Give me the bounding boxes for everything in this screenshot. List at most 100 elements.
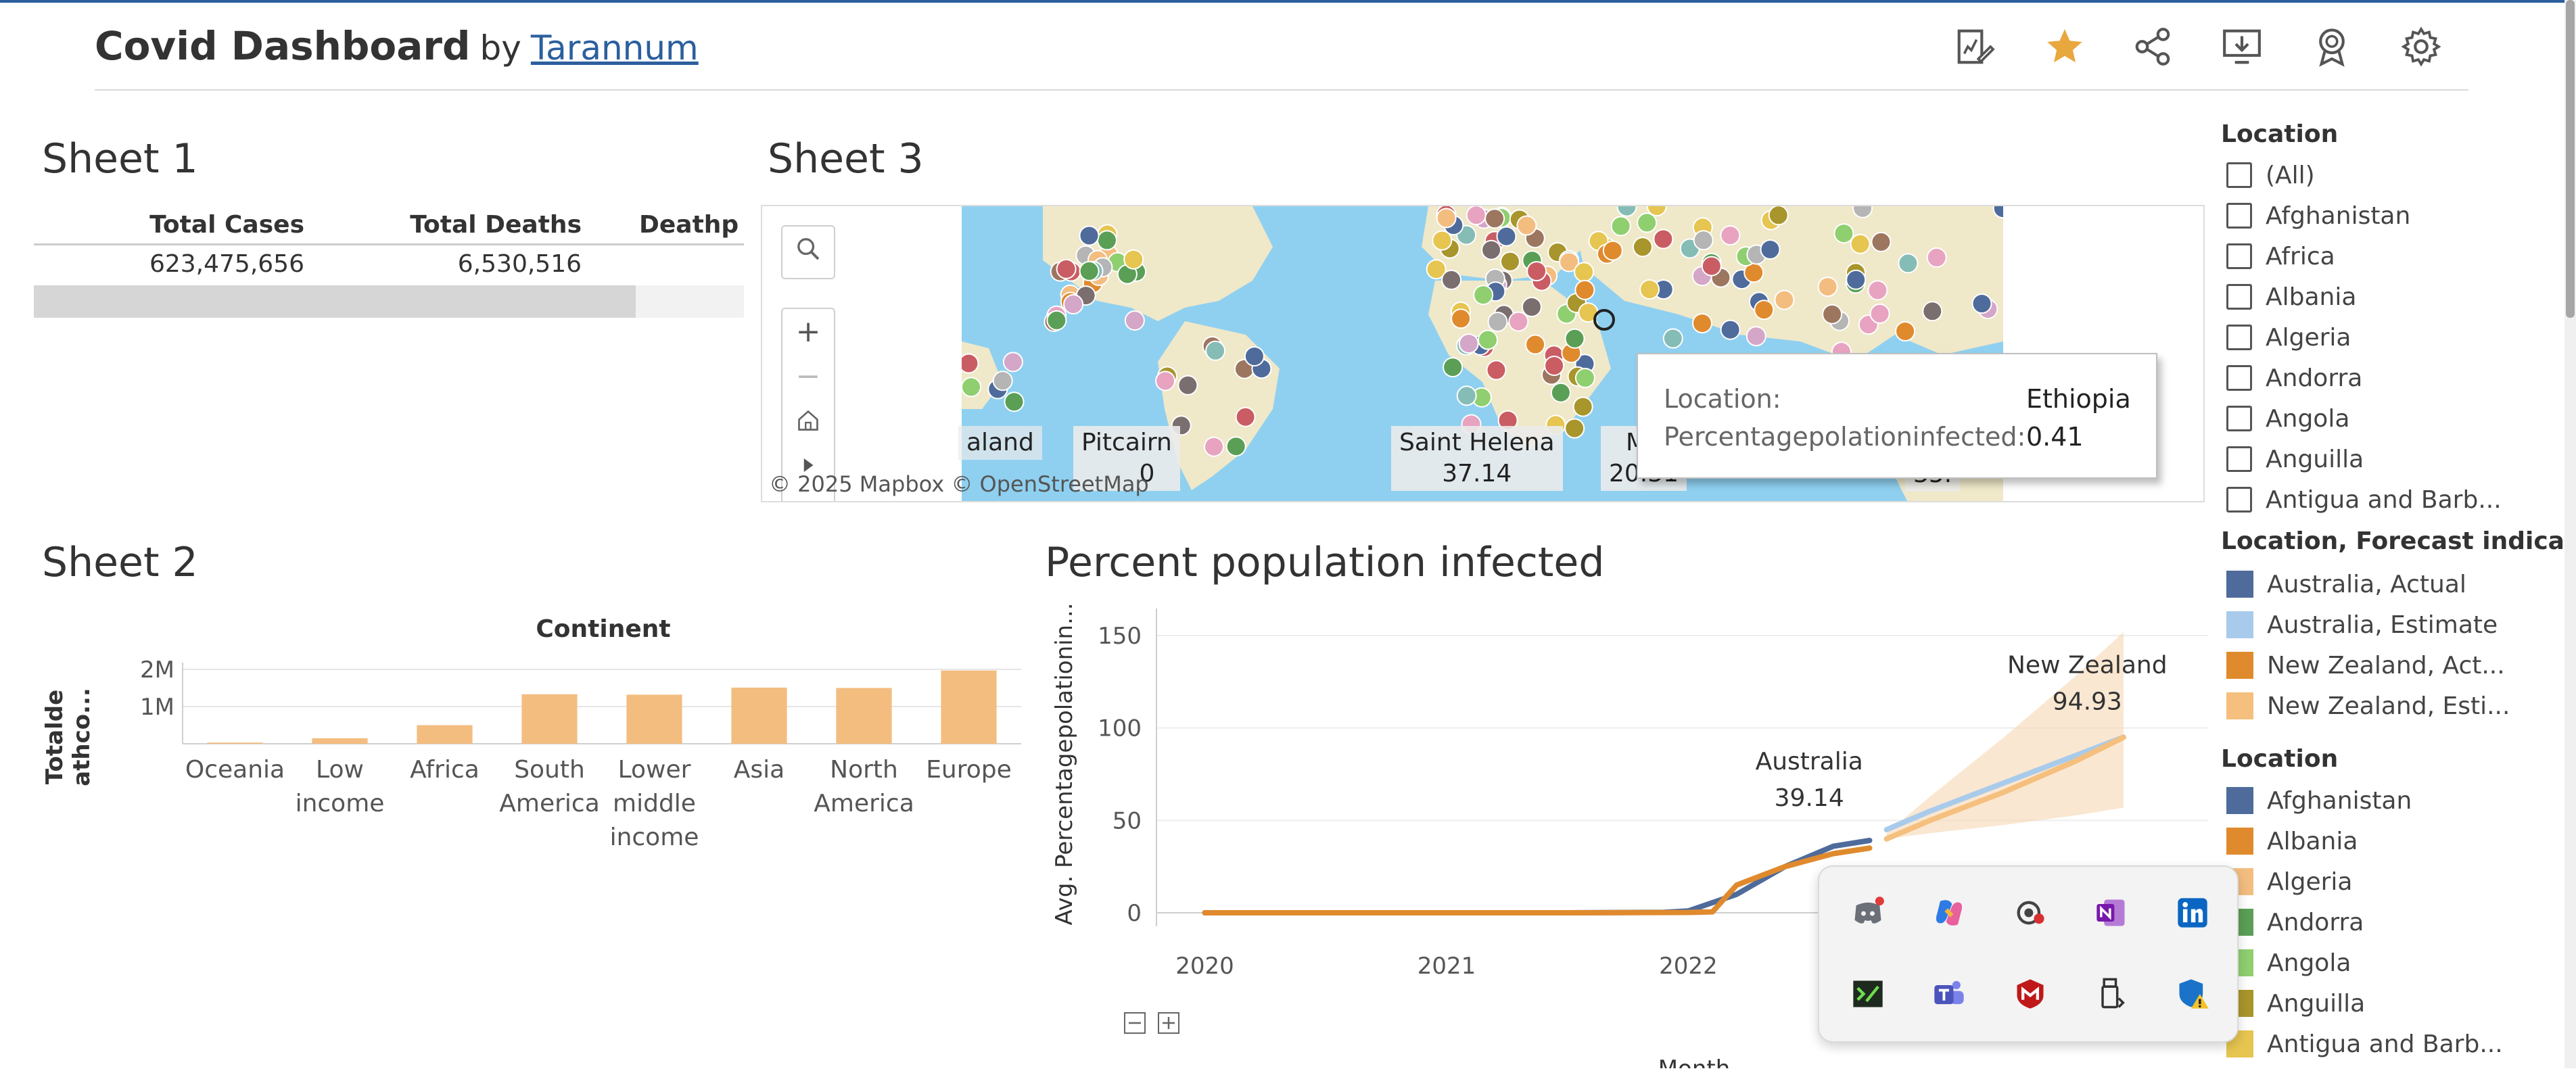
location-legend-item-angola[interactable]: Angola [2226,943,2351,982]
map-dot[interactable] [1225,436,1246,457]
col-deathp[interactable]: Deathp [639,211,739,239]
map-dot[interactable] [1484,208,1505,229]
map-dot[interactable] [1653,229,1674,249]
app-dot-icon[interactable] [2009,891,2052,934]
zoom-out-icon[interactable]: − [795,358,821,394]
map-dot[interactable] [1867,280,1888,301]
map-dot[interactable] [1443,357,1463,378]
settings-icon[interactable] [2397,23,2445,70]
terminal-icon[interactable] [1846,972,1890,1016]
checkbox[interactable] [2226,162,2252,188]
location-legend-item-algeria[interactable]: Algeria [2226,862,2353,901]
map-dot[interactable] [1574,279,1595,300]
line-series-new-zealand-actual[interactable] [1202,845,1873,915]
pan-arrow-icon[interactable] [782,443,834,487]
map-dot[interactable] [962,377,981,398]
map-dot[interactable] [1646,206,1667,216]
map-dot[interactable] [962,353,979,374]
map-dot[interactable] [1852,206,1873,218]
col-total-deaths[interactable]: Total Deaths [410,211,582,239]
home-icon[interactable] [782,398,834,443]
map-dot[interactable] [1436,208,1457,229]
map-dot[interactable] [1693,230,1714,251]
copilot-icon[interactable] [1927,891,1971,934]
map-dot[interactable] [1244,346,1265,366]
line-series-australia-actual[interactable] [1202,838,1873,915]
page-scrollbar-thumb[interactable] [2566,0,2575,318]
map-dot[interactable] [1155,371,1176,391]
checkbox[interactable] [2226,446,2252,472]
location-filter-item-andorra[interactable]: Andorra [2226,358,2362,398]
map-dot[interactable] [1574,262,1595,283]
map-dot[interactable] [1496,226,1517,247]
map-dot[interactable] [1632,237,1653,258]
map-dot[interactable] [1124,310,1145,331]
map-dot[interactable] [1004,391,1025,412]
line-series-new-zealand-estimate[interactable] [1883,734,2126,842]
location-legend-item-albania[interactable]: Albania [2226,822,2358,861]
map-dot[interactable] [1564,418,1585,439]
map-dot[interactable] [1692,313,1712,334]
onenote-icon[interactable] [2090,891,2133,934]
teams-icon[interactable] [1927,972,1971,1016]
forecast-legend-item-new-zealand-act[interactable]: New Zealand, Act... [2226,646,2505,685]
map-dot[interactable] [1992,206,2003,219]
map-dot[interactable] [1458,333,1479,354]
edit-sheet-icon[interactable] [1951,23,1998,70]
map-dot[interactable] [1850,233,1871,254]
map-dot[interactable] [1426,259,1447,280]
forecast-legend-item-new-zealand-esti[interactable]: New Zealand, Esti... [2226,686,2510,725]
map-dot[interactable] [1123,249,1144,270]
map-dot[interactable] [1833,223,1854,244]
map-dot[interactable] [1235,406,1256,427]
bar-lower-middle-income[interactable] [626,694,682,744]
map-dot[interactable] [1559,252,1580,272]
forecast-legend-item-australia-estimate[interactable]: Australia, Estimate [2226,605,2498,644]
map-dot[interactable] [1516,215,1537,236]
share-icon[interactable] [2129,23,2176,70]
map-dot[interactable] [1564,328,1585,349]
bar-oceania[interactable] [207,742,263,744]
location-legend-item-afghanistan[interactable]: Afghanistan [2226,781,2412,820]
map-dot[interactable] [1177,375,1198,396]
location-legend-item-antigua-and-barb[interactable]: Antigua and Barb... [2226,1024,2503,1064]
location-filter-item-algeria[interactable]: Algeria [2226,318,2351,357]
map-dot[interactable] [1451,308,1472,329]
map-search-button[interactable] [781,225,835,279]
security-warning-icon[interactable] [2171,972,2214,1016]
location-filter-item-albania[interactable]: Albania [2226,277,2356,316]
map-dot[interactable] [1662,328,1683,349]
map-dot[interactable] [992,371,1013,391]
map-dot[interactable] [1822,304,1843,325]
checkbox[interactable] [2226,203,2252,229]
selected-map-dot[interactable] [1593,309,1615,331]
map-dot[interactable] [1046,310,1067,331]
map-dot[interactable] [1602,240,1623,261]
location-filter-item-all[interactable]: (All) [2226,156,2315,195]
map-dot[interactable] [1204,436,1224,457]
map-dot[interactable] [1746,326,1766,347]
horizontal-scrollbar-thumb[interactable] [34,285,636,318]
location-filter-item-africa[interactable]: Africa [2226,237,2335,276]
bar-north-america[interactable] [836,688,892,744]
map-dot[interactable] [1478,329,1498,350]
bar-africa[interactable] [417,725,473,744]
map-dot[interactable] [1079,225,1100,246]
location-legend-item-andorra[interactable]: Andorra [2226,903,2364,942]
map-dot[interactable] [1486,360,1507,381]
map-dot[interactable] [1768,206,1789,226]
map-dot[interactable] [1774,289,1795,310]
bar-south-america[interactable] [521,694,578,744]
mcafee-icon[interactable] [2009,972,2052,1016]
map-dot[interactable] [1616,206,1637,217]
checkbox[interactable] [2226,284,2252,310]
checkbox[interactable] [2226,365,2252,391]
bar-chart-marks[interactable] [207,670,997,744]
map-dot[interactable] [1526,261,1547,282]
map-dot[interactable] [1610,216,1631,237]
map-dot[interactable] [1846,269,1867,290]
map-dot[interactable] [1521,297,1542,317]
location-legend-item-anguilla[interactable]: Anguilla [2226,984,2365,1023]
map-dot[interactable] [1056,258,1077,279]
map-dot[interactable] [1720,225,1741,246]
